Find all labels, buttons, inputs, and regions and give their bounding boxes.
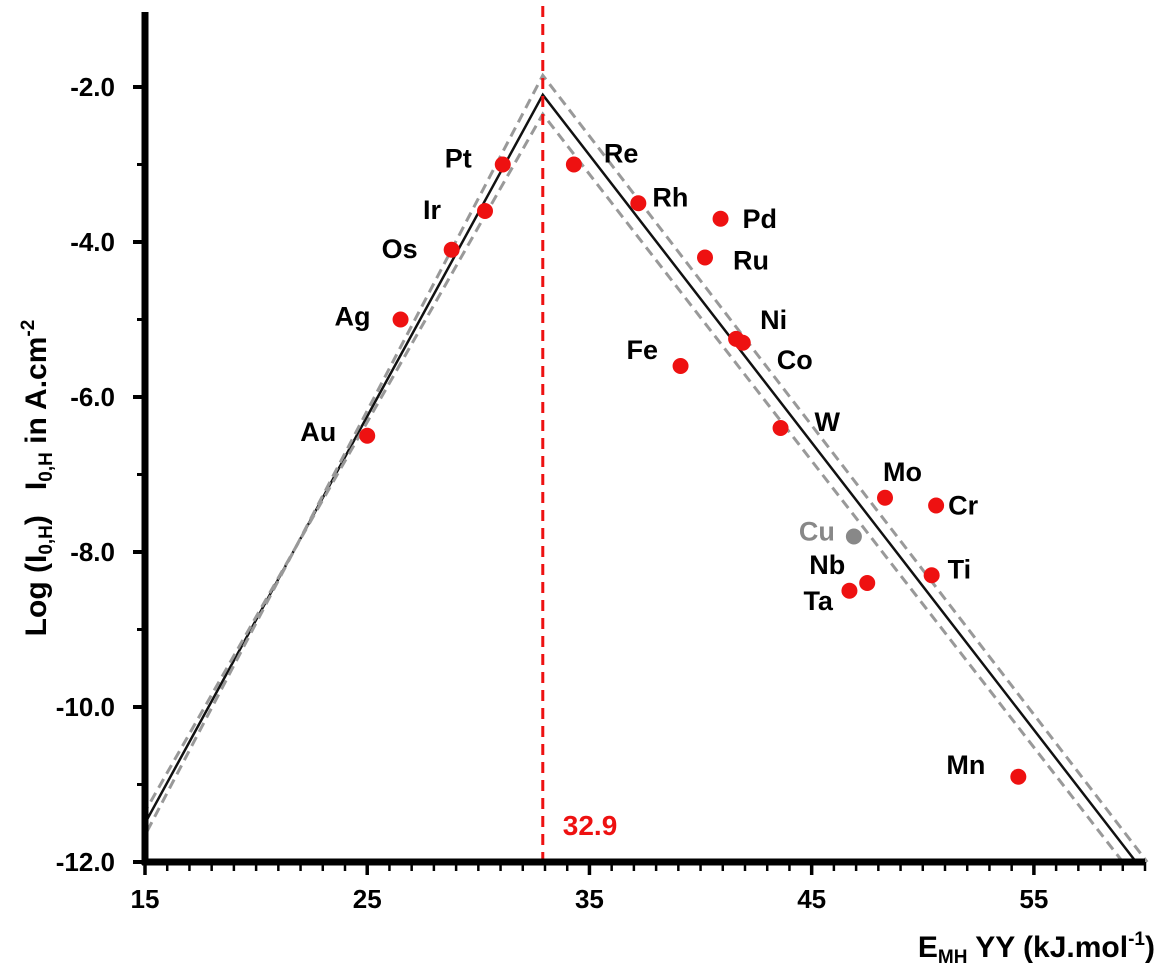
point-label-cr: Cr <box>948 491 978 521</box>
point-label-fe: Fe <box>627 335 659 365</box>
x-axis-title-after: YY (kJ.mol <box>967 931 1128 964</box>
point-mo <box>877 489 893 506</box>
point-au <box>359 427 376 444</box>
point-os <box>443 241 460 258</box>
point-ir <box>477 203 493 219</box>
point-nb <box>859 575 876 591</box>
x-tick-label: 45 <box>797 884 826 914</box>
y-tick-label: -12.0 <box>56 847 115 877</box>
y-axis-title-c: in A.cm <box>20 337 53 453</box>
x-axis-title-sub: MH <box>938 947 968 968</box>
point-cu <box>845 528 862 545</box>
point-fe <box>672 358 689 374</box>
point-label-ti: Ti <box>948 554 972 584</box>
point-label-ag: Ag <box>335 302 371 332</box>
x-tick-label: 15 <box>131 884 160 914</box>
point-label-ru: Ru <box>733 246 769 276</box>
point-label-ta: Ta <box>803 586 833 616</box>
x-axis-title-sup: -1 <box>1128 929 1145 950</box>
point-label-cu: Cu <box>799 517 835 547</box>
point-label-mo: Mo <box>883 457 922 487</box>
point-rh <box>630 195 647 212</box>
point-label-ir: Ir <box>423 195 442 225</box>
y-tick-label: -10.0 <box>56 692 115 722</box>
axes-group: -2.0 -4.0 -6.0 -8.0 -10.0 -12.0 15 25 35 45 55 <box>56 12 1147 914</box>
point-label-ni: Ni <box>760 305 787 335</box>
point-pd <box>712 210 729 227</box>
x-tick-label: 35 <box>575 884 604 914</box>
x-tick-label: 25 <box>353 884 382 914</box>
point-label-pt: Pt <box>445 144 472 174</box>
y-axis-title-c-sup: -2 <box>18 320 39 337</box>
point-mn <box>1010 768 1027 785</box>
point-label-re: Re <box>604 139 639 169</box>
point-label-au: Au <box>300 417 336 447</box>
point-label-co: Co <box>777 345 813 375</box>
x-axis-title-main: E <box>918 931 938 964</box>
y-axis-title-a-sub: 0,H <box>36 525 57 555</box>
point-re <box>565 156 582 173</box>
point-ta <box>841 582 858 599</box>
confidence-line-1 <box>145 72 1149 863</box>
point-label-os: Os <box>382 234 418 264</box>
y-tick-label: -4.0 <box>70 227 115 257</box>
point-label-pd: Pd <box>743 204 778 234</box>
point-pt <box>494 156 511 173</box>
y-axis-title-b: ) I <box>20 482 53 525</box>
point-cr <box>928 497 945 514</box>
point-label-mn: Mn <box>946 750 985 780</box>
y-axis-title-a: Log (I <box>20 555 53 637</box>
y-axis-title-b-sub: 0,H <box>36 452 57 482</box>
point-ru <box>697 249 713 266</box>
point-w <box>772 420 789 436</box>
y-tick-label: -6.0 <box>70 382 115 412</box>
data-points-group <box>359 156 1027 785</box>
x-axis-title: EMH YY (kJ.mol-1) <box>918 929 1155 968</box>
point-label-rh: Rh <box>652 182 688 212</box>
point-label-nb: Nb <box>809 550 845 580</box>
point-label-w: W <box>815 407 841 437</box>
y-axis-title: Log (I0,H) I0,H in A.cm-2 <box>18 320 57 637</box>
fit-line <box>143 92 1138 863</box>
y-tick-label: -8.0 <box>70 537 115 567</box>
point-co <box>734 334 751 351</box>
x-tick-label: 55 <box>1019 884 1048 914</box>
point-ag <box>392 311 409 328</box>
reference-vline-label: 32.9 <box>563 810 618 841</box>
fit-lines-group <box>141 6 1149 863</box>
point-ti <box>923 567 940 584</box>
y-tick-label: -2.0 <box>70 72 115 102</box>
x-axis-title-close: ) <box>1145 931 1155 964</box>
